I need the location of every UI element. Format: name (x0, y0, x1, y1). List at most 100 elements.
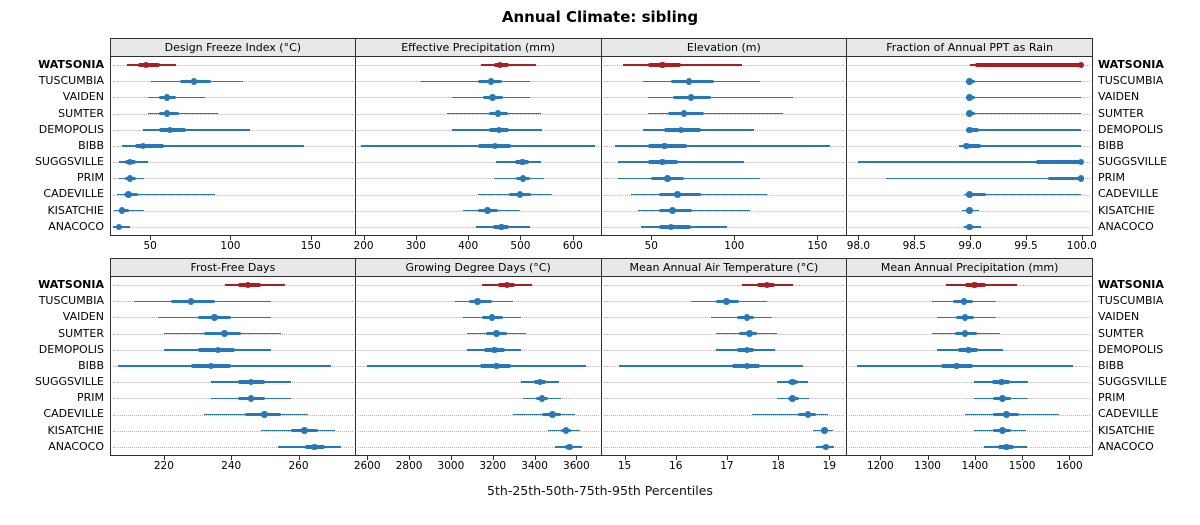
median-dot-tuscumbia (487, 78, 495, 85)
median-dot-tuscumbia (723, 298, 730, 305)
panel-plot-area (847, 57, 1092, 235)
median-dot-bibb (963, 142, 970, 150)
iqr-bar-25th-75th-demopolis (969, 128, 979, 132)
median-dot-tuscumbia (187, 298, 195, 305)
gridline (113, 194, 353, 196)
gridline (357, 398, 599, 400)
x-axis-tick-label: 19 (822, 460, 837, 472)
panel-effective-precipitation-mm: Effective Precipitation (mm) (355, 38, 602, 236)
gridline (603, 446, 845, 448)
median-dot-kisatchie (301, 427, 308, 434)
median-dot-suggsville (247, 378, 255, 386)
median-dot-anacoco (822, 443, 830, 451)
gridline (849, 398, 1090, 400)
median-dot-vaiden (211, 314, 218, 321)
median-dot-prim (519, 175, 527, 182)
median-dot-bibb (493, 362, 500, 370)
x-axis-tick-label: 240 (221, 460, 242, 472)
row-label-left-cadeville: CADEVILLE (43, 407, 104, 421)
x-axis-tick-label: 3600 (563, 460, 590, 472)
x-axis-tick-label: 600 (562, 240, 583, 252)
row-label-right-watsonia: WATSONIA (1098, 58, 1164, 71)
median-dot-anacoco (311, 443, 318, 451)
whisker-5th-95th-demopolis (142, 129, 250, 131)
panel-plot-area (847, 277, 1092, 455)
median-dot-bibb (953, 362, 960, 370)
panel-plot-area (111, 57, 355, 235)
row-label-right-prim: PRIM (1098, 171, 1126, 185)
gridline (357, 382, 599, 384)
median-dot-suggsville (536, 378, 544, 386)
x-axis-tick-label: 50 (143, 240, 157, 252)
iqr-bar-25th-75th-kisatchie (659, 208, 693, 213)
row-label-left-prim: PRIM (76, 171, 104, 185)
x-axis-tick-label: 100 (220, 240, 241, 252)
x-axis-tick-label: 3200 (479, 460, 507, 472)
panel-header: Growing Degree Days (°C) (355, 259, 601, 277)
panel-elevation-m: Elevation (m) (601, 38, 848, 236)
whisker-5th-95th-tuscumbia (967, 80, 1081, 83)
median-dot-demopolis (491, 346, 498, 354)
row-label-left-tuscumbia: TUSCUMBIA (38, 294, 104, 308)
iqr-bar-25th-75th-tuscumbia (670, 79, 714, 84)
row-label-right-bibb: BIBB (1098, 358, 1124, 372)
panel-title: Frost-Free Days (190, 261, 276, 274)
x-axis-tick (817, 236, 819, 240)
median-dot-suggsville (998, 378, 1005, 386)
panel-design-freeze-index-c: Design Freeze Index (°C) (110, 38, 356, 236)
gridline (357, 178, 599, 180)
median-dot-demopolis (965, 346, 972, 354)
panel-title: Mean Annual Precipitation (mm) (880, 261, 1059, 274)
x-axis-tick (534, 456, 536, 460)
median-dot-prim (999, 395, 1006, 402)
iqr-bar-25th-75th-cadeville (969, 192, 987, 197)
x-axis-tick-label: 500 (510, 240, 531, 252)
row-label-right-bibb: BIBB (1098, 138, 1124, 152)
median-dot-cadeville (674, 191, 681, 198)
row-label-left-cadeville: CADEVILLE (43, 187, 104, 201)
panel-plot-area (356, 277, 601, 455)
row-label-right-sumter: SUMTER (1098, 326, 1144, 340)
x-axis-tick-label: 300 (405, 240, 426, 252)
whisker-5th-95th-cadeville (751, 413, 829, 416)
row-label-left-anacoco: ANACOCO (48, 439, 104, 453)
panel-header: Elevation (m) (601, 39, 847, 57)
x-axis-tick (974, 456, 976, 460)
whisker-5th-95th-bibb (367, 365, 586, 367)
panel-mean-annual-precipitation-mm: Mean Annual Precipitation (mm) (847, 258, 1093, 456)
median-dot-watsonia (971, 281, 978, 289)
median-dot-sumter (163, 110, 170, 117)
whisker-5th-95th-demopolis (966, 129, 1081, 131)
gridline (849, 430, 1090, 432)
median-dot-cadeville (549, 411, 556, 418)
gridline (603, 382, 845, 384)
median-dot-vaiden (163, 94, 170, 101)
x-axis-tick-label: 16 (669, 460, 683, 472)
x-axis-tick-label: 1300 (914, 460, 941, 472)
median-dot-prim (247, 395, 255, 402)
row-label-right-kisatchie: KISATCHIE (1098, 423, 1155, 437)
whisker-5th-95th-kisatchie (637, 209, 751, 212)
median-dot-sumter (746, 330, 753, 337)
median-dot-cadeville (966, 191, 973, 198)
gridline (113, 446, 353, 448)
whisker-5th-95th-bibb (614, 145, 830, 147)
median-dot-cadeville (125, 191, 132, 198)
median-dot-demopolis (743, 346, 751, 354)
median-dot-anacoco (498, 223, 505, 231)
whisker-5th-95th-prim (618, 177, 761, 180)
median-dot-anacoco (966, 223, 973, 231)
iqr-bar-25th-75th-suggsville (1036, 160, 1081, 164)
row-label-right-demopolis: DEMOPOLIS (1098, 122, 1164, 136)
whisker-5th-95th-kisatchie (114, 209, 145, 212)
x-axis-tick (1025, 236, 1027, 240)
x-axis-tick-label: 150 (807, 240, 828, 252)
panel-plot-area (602, 57, 847, 235)
row-label-left-demopolis: DEMOPOLIS (38, 122, 104, 136)
whisker-5th-95th-sumter (967, 112, 1081, 115)
whisker-5th-95th-bibb (619, 365, 803, 367)
median-dot-cadeville (261, 411, 268, 418)
median-dot-sumter (680, 110, 688, 117)
x-axis-tick-label: 100.0 (1066, 240, 1097, 252)
whisker-5th-95th-sumter (647, 112, 784, 115)
